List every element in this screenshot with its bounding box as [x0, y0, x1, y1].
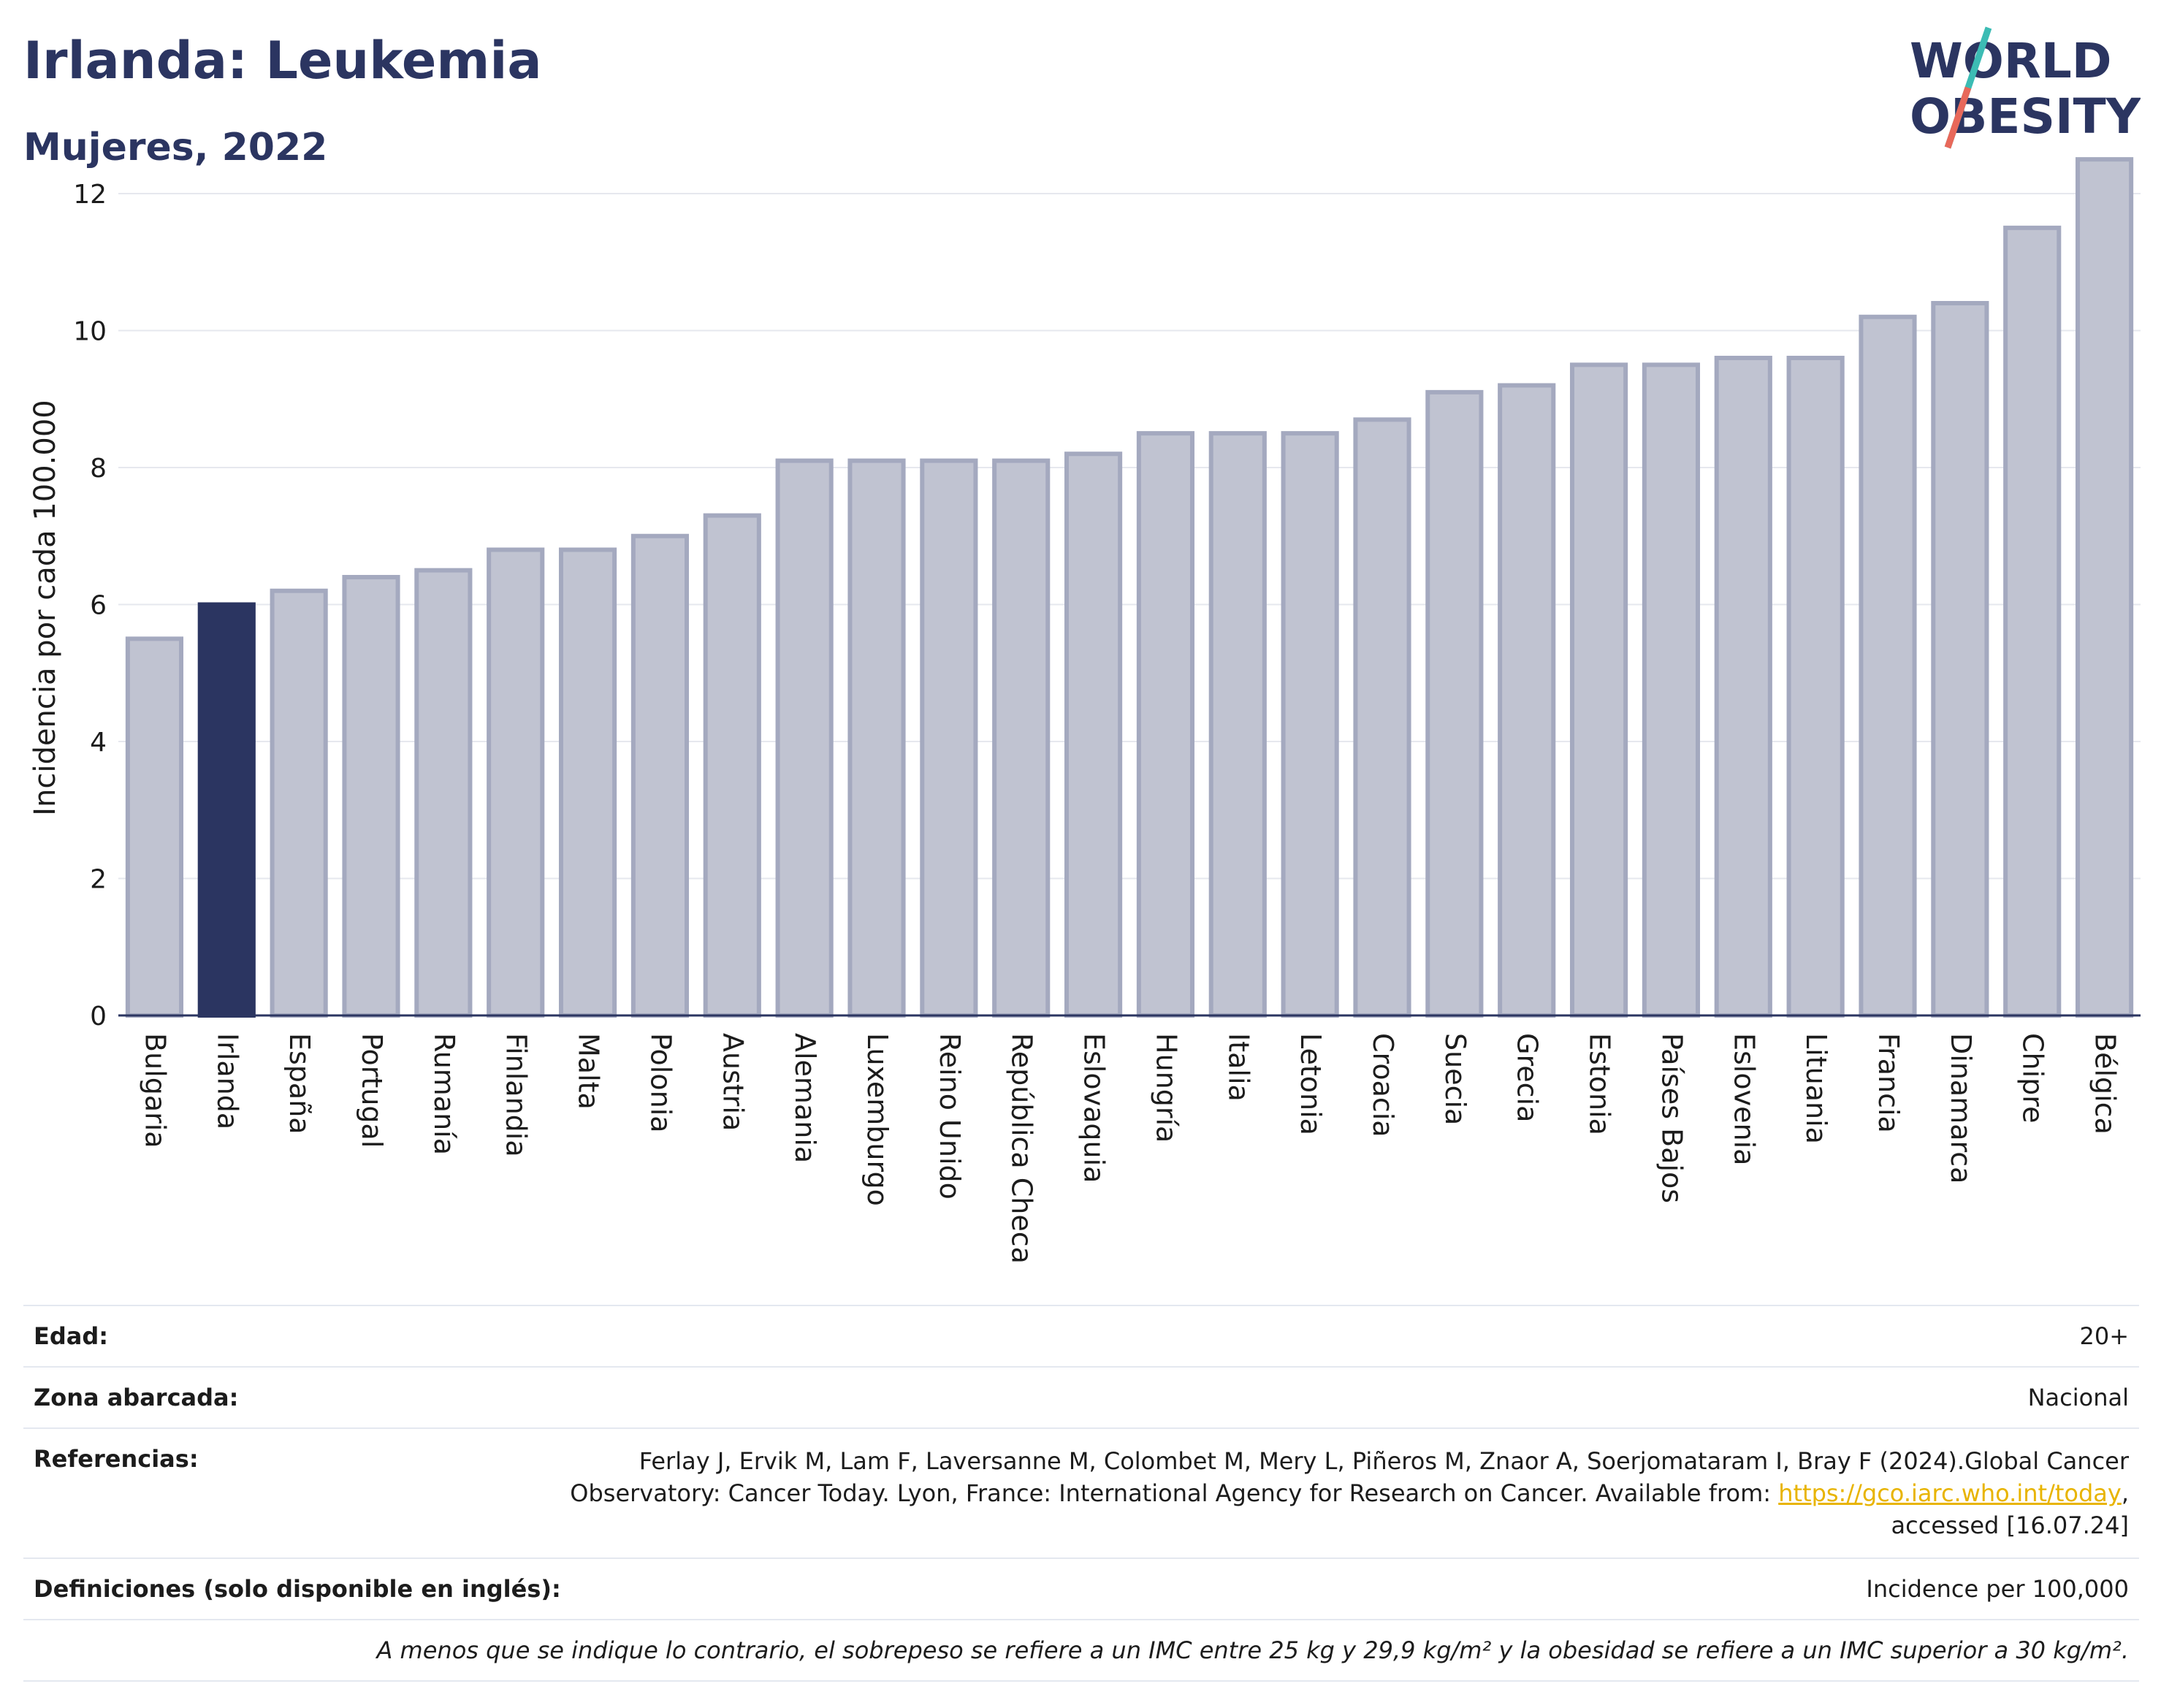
x-tick-label: Portugal [356, 1033, 388, 1148]
x-tick-label: Francia [1872, 1033, 1905, 1133]
info-table: Edad: 20+ Zona abarcada: Nacional Refere… [23, 1305, 2139, 1682]
bar-alemania [775, 458, 834, 1018]
logo-slash-coral [1944, 86, 1972, 149]
ref-value: Ferlay J, Ervik M, Lam F, Laversanne M, … [558, 1445, 2129, 1541]
y-tick-label: 6 [90, 591, 107, 621]
bar-finlandia [487, 547, 545, 1018]
zona-label: Zona abarcada: [34, 1384, 239, 1411]
row-definiciones: Definiciones (solo disponible en inglés)… [23, 1558, 2139, 1619]
ref-text: Ferlay J, Ervik M, Lam F, Laversanne M, … [570, 1447, 2129, 1507]
bar-lituania [1786, 356, 1845, 1018]
y-tick-label: 4 [90, 728, 107, 758]
bar-eslovenia [1714, 356, 1772, 1018]
bar-croacia [1353, 417, 1411, 1018]
edad-value: 20+ [2079, 1322, 2129, 1350]
x-tick-label: Eslovenia [1728, 1033, 1760, 1165]
bar-malta [558, 547, 617, 1018]
x-tick-label: Luxemburgo [861, 1033, 893, 1206]
bar-suecia [1425, 389, 1484, 1018]
chart-subtitle: Mujeres, 2022 [23, 126, 328, 169]
x-tick-label: Reino Unido [934, 1033, 966, 1200]
y-tick-label: 10 [73, 317, 107, 347]
bar-austria [703, 513, 761, 1018]
x-tick-label: Lituania [1800, 1033, 1832, 1144]
bar-estonia [1569, 362, 1628, 1018]
x-tick-label: Italia [1222, 1033, 1254, 1102]
def-label: Definiciones (solo disponible en inglés)… [34, 1575, 561, 1603]
bar-grecia [1498, 383, 1556, 1018]
bar-letonia [1281, 431, 1339, 1018]
zona-value: Nacional [2027, 1384, 2129, 1411]
world-obesity-logo: WORLD OBESITY [1910, 26, 2141, 149]
bars [125, 157, 2134, 1018]
footnote: A menos que se indique lo contrario, el … [376, 1636, 2129, 1664]
bar-bélgica [2075, 157, 2134, 1018]
bar-chipre [2003, 225, 2062, 1018]
bar-italia [1208, 431, 1267, 1018]
bar-rumanía [414, 568, 473, 1018]
y-tick-label: 12 [73, 180, 107, 210]
x-tick-label: Croacia [1367, 1033, 1399, 1137]
x-tick-label: España [283, 1033, 316, 1135]
edad-label: Edad: [34, 1322, 109, 1350]
bar-chart: 0 2 4 6 8 10 12 Bulgaria Irlanda España Portugal R… [28, 157, 2141, 1264]
x-tick-label: República Checa [1006, 1033, 1038, 1264]
x-axis-ticks: Bulgaria Irlanda España Portugal Rumanía Finl… [139, 1033, 2121, 1264]
x-tick-label: Estonia [1584, 1033, 1616, 1135]
bar-eslovaquia [1064, 451, 1123, 1018]
x-tick-label: Bélgica [2089, 1033, 2122, 1135]
bar-francia [1859, 314, 1917, 1018]
logo-line1: WORLD [1910, 33, 2112, 89]
x-tick-label: Eslovaquia [1078, 1033, 1110, 1183]
row-zona: Zona abarcada: Nacional [23, 1366, 2139, 1427]
bar-bulgaria [125, 636, 184, 1018]
x-tick-label: Polonia [644, 1033, 676, 1133]
y-tick-label: 0 [90, 1002, 107, 1032]
ref-link[interactable]: https://gco.iarc.who.int/today [1778, 1479, 2122, 1507]
x-tick-label: Grecia [1512, 1033, 1544, 1122]
x-tick-label: Chipre [2017, 1033, 2049, 1123]
x-tick-label: Austria [717, 1033, 749, 1131]
bar-reino-unido [920, 458, 978, 1018]
x-tick-label: Suecia [1439, 1033, 1471, 1125]
x-tick-label: Letonia [1295, 1033, 1327, 1135]
bar-españa [270, 588, 328, 1018]
row-referencias: Referencias: Ferlay J, Ervik M, Lam F, L… [23, 1427, 2139, 1558]
x-tick-label: Irlanda [211, 1033, 243, 1129]
x-tick-label: Países Bajos [1655, 1033, 1688, 1203]
bar-portugal [342, 575, 400, 1018]
bar-dinamarca [1931, 301, 1989, 1018]
bar-hungría [1136, 431, 1195, 1018]
y-tick-label: 8 [90, 454, 107, 484]
bar-polonia [630, 533, 690, 1018]
x-tick-label: Malta [573, 1033, 605, 1110]
logo-line2: OBESITY [1910, 88, 2141, 145]
y-axis-ticks: 0 2 4 6 8 10 12 [73, 180, 107, 1032]
x-tick-label: Bulgaria [139, 1033, 171, 1148]
bar-países-bajos [1642, 362, 1701, 1018]
x-tick-label: Finlandia [500, 1033, 533, 1157]
chart-title: Irlanda: Leukemia [23, 31, 542, 91]
ref-label: Referencias: [34, 1445, 199, 1473]
bar-luxemburgo [847, 458, 906, 1018]
y-axis-title: Incidencia por cada 100.000 [28, 400, 62, 816]
x-tick-label: Hungría [1150, 1033, 1182, 1143]
def-value: Incidence per 100,000 [1866, 1575, 2129, 1603]
bar-república-checa [992, 458, 1051, 1018]
bar-irlanda [197, 602, 256, 1018]
y-tick-label: 2 [90, 865, 107, 895]
x-tick-label: Alemania [789, 1033, 821, 1163]
row-edad: Edad: 20+ [23, 1305, 2139, 1366]
x-tick-label: Rumanía [428, 1033, 460, 1155]
ref-accessed: , accessed [16.07.24] [1891, 1479, 2129, 1539]
row-note: A menos que se indique lo contrario, el … [23, 1619, 2139, 1682]
x-tick-label: Dinamarca [1945, 1033, 1977, 1183]
